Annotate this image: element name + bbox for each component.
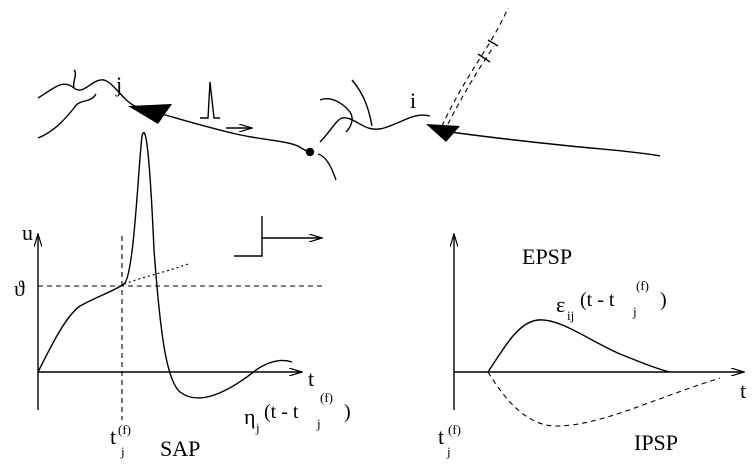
postsynaptic-soma xyxy=(426,124,460,142)
left-x-axis-label: t xyxy=(308,366,314,391)
presynaptic-soma xyxy=(128,104,172,124)
eta-arg-sub: j xyxy=(316,416,321,431)
epsilon-arg-close: ) xyxy=(660,289,667,311)
eta-sub: j xyxy=(255,420,260,435)
ipsp-label: IPSP xyxy=(634,430,678,455)
presynaptic-dendrite-branch xyxy=(72,69,77,89)
left-panel: u ϑ t t (f) j SAP η j (t - t (f) j ) xyxy=(14,131,351,461)
presynaptic-neuron xyxy=(37,69,315,157)
epsilon-arg-open: (t - t xyxy=(580,289,615,311)
postsynaptic-dendrite-bottom xyxy=(317,153,337,181)
dashed-tick-b xyxy=(487,39,499,47)
epsilon-sub: ij xyxy=(567,308,574,323)
postsynaptic-neuron xyxy=(317,7,661,181)
postsynaptic-dendrite-main xyxy=(319,114,431,143)
right-x-axis-label: t xyxy=(740,378,746,403)
left-y-axis-label: u xyxy=(22,220,33,245)
postsynaptic-dashed-dendrite-b xyxy=(447,45,495,125)
postsynaptic-dendrite-right xyxy=(351,79,373,127)
eta-symbol: η xyxy=(244,404,256,429)
presynaptic-dendrite-lower xyxy=(37,93,97,139)
right-spike-time-base: t xyxy=(438,424,444,449)
eta-arg-open: (t - t xyxy=(264,401,299,423)
eta-arg-close: ) xyxy=(344,401,351,423)
presynaptic-dendrite-upper xyxy=(37,79,141,109)
epsilon-arg-sup: (f) xyxy=(636,278,649,293)
presynaptic-axon xyxy=(161,113,313,153)
dashed-tick-a xyxy=(477,53,491,63)
ipsp-curve xyxy=(487,371,721,427)
epsilon-symbol: ε xyxy=(556,292,565,317)
sap-label: SAP xyxy=(160,436,200,461)
eta-arg-sup: (f) xyxy=(320,390,333,405)
left-spike-time-sub: j xyxy=(120,444,125,459)
postsynaptic-axon xyxy=(449,131,661,157)
synapse-terminal xyxy=(305,147,315,157)
postsynaptic-label: i xyxy=(410,88,416,113)
spike-icon xyxy=(200,81,252,128)
left-spike-time-sup: (f) xyxy=(118,422,131,437)
right-spike-time-sub: j xyxy=(446,444,451,459)
presynaptic-label: j xyxy=(115,72,122,97)
epsp-curve xyxy=(487,319,671,373)
epsilon-arg-sub: j xyxy=(632,304,637,319)
right-spike-time-sup: (f) xyxy=(448,422,461,437)
threshold-symbol: ϑ xyxy=(14,276,25,301)
postsynaptic-dashed-dendrite-a xyxy=(441,7,509,127)
left-spike-time-base: t xyxy=(110,424,116,449)
membrane-potential-trace xyxy=(37,131,293,399)
epsp-label: EPSP xyxy=(522,244,572,269)
step-icon xyxy=(234,216,322,257)
postsynaptic-dendrite-top xyxy=(319,98,353,133)
right-panel: EPSP IPSP t t (f) j ε ij (t - t (f) j ) xyxy=(438,234,746,459)
subthreshold-continuation xyxy=(123,263,189,285)
